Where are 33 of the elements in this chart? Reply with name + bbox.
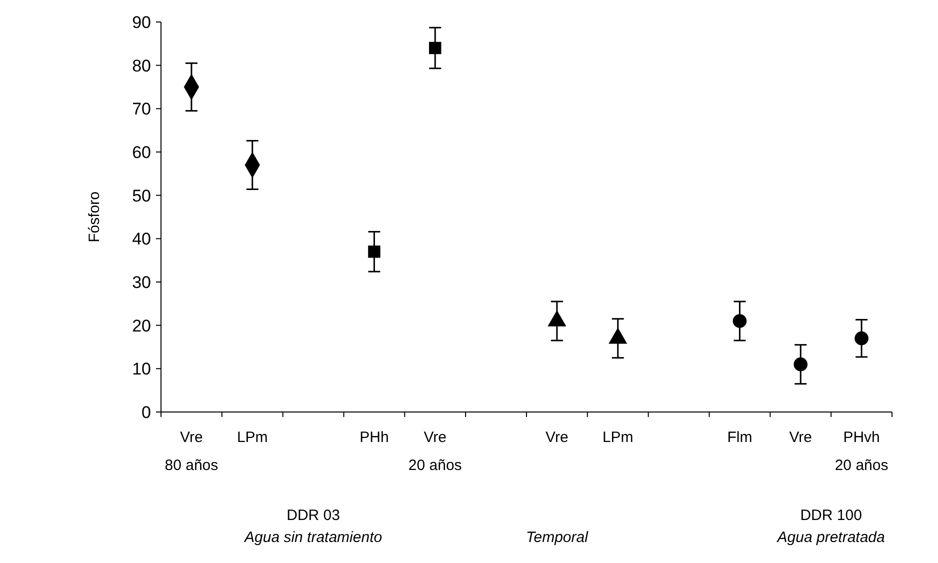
- y-tick-label: 90: [132, 12, 151, 32]
- point: [794, 357, 808, 372]
- point: [368, 246, 380, 258]
- text: Agua pretratada: [776, 529, 885, 546]
- point: [854, 331, 868, 346]
- x-tick-label: LPm: [236, 429, 268, 446]
- x-tick-label: LPm: [602, 429, 634, 446]
- y-tick-label: 40: [132, 230, 151, 249]
- y-tick-label: 50: [132, 186, 151, 206]
- text: DDR 100: [800, 507, 862, 524]
- y-axis-title: Fósforo: [86, 192, 103, 242]
- text: Agua sin tratamiento: [244, 529, 382, 546]
- text: 80 años: [164, 457, 218, 474]
- x-tick-label: PHh: [360, 429, 389, 446]
- x-tick-label: Vre: [424, 429, 447, 446]
- y-tick-label: 20: [132, 316, 151, 336]
- y-tick-label: 0: [142, 402, 151, 422]
- x-tick-label: PHvh: [843, 429, 880, 446]
- text: 20 años: [834, 457, 888, 474]
- y-tick-label: 70: [132, 100, 151, 119]
- x-tick-label: Vre: [789, 429, 812, 446]
- x-tick-label: Vre: [546, 429, 568, 446]
- y-tick-label: 30: [132, 272, 151, 292]
- y-tick-label: 10: [132, 360, 151, 379]
- text: DDR 03: [286, 507, 340, 524]
- text: Temporal: [526, 529, 589, 546]
- text: 20 años: [408, 457, 462, 474]
- point: [429, 42, 442, 54]
- y-tick-label: 60: [132, 142, 151, 162]
- x-tick-label: Flm: [727, 429, 752, 446]
- y-tick-label: 80: [132, 56, 151, 76]
- x-tick-label: Vre: [180, 429, 203, 446]
- point: [732, 314, 747, 328]
